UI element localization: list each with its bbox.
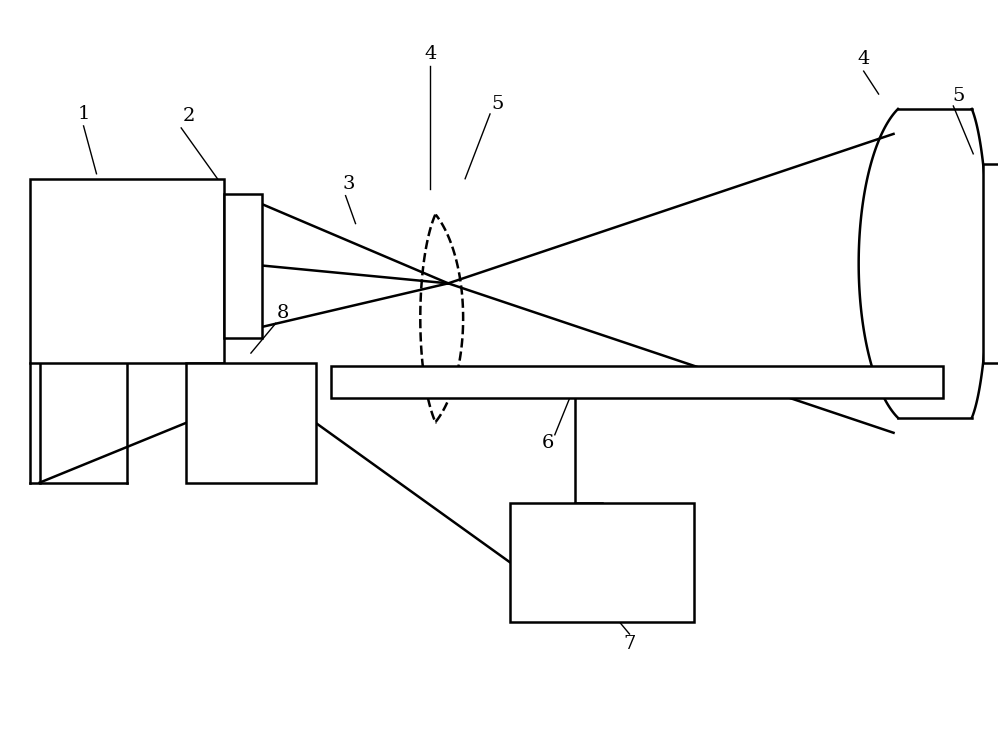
Bar xyxy=(331,366,943,398)
Text: 2: 2 xyxy=(183,107,195,125)
Text: 3: 3 xyxy=(342,175,355,193)
Text: 7: 7 xyxy=(623,635,636,653)
Text: 4: 4 xyxy=(857,50,870,69)
Text: 4: 4 xyxy=(424,45,436,63)
Bar xyxy=(30,178,224,363)
Text: 6: 6 xyxy=(542,434,554,452)
Text: 5: 5 xyxy=(952,87,964,105)
Bar xyxy=(186,363,316,483)
Bar xyxy=(510,502,694,622)
Text: 5: 5 xyxy=(492,95,504,113)
Text: 1: 1 xyxy=(77,105,90,123)
Text: 8: 8 xyxy=(277,304,289,322)
Bar xyxy=(983,164,1000,363)
Bar xyxy=(224,194,262,338)
